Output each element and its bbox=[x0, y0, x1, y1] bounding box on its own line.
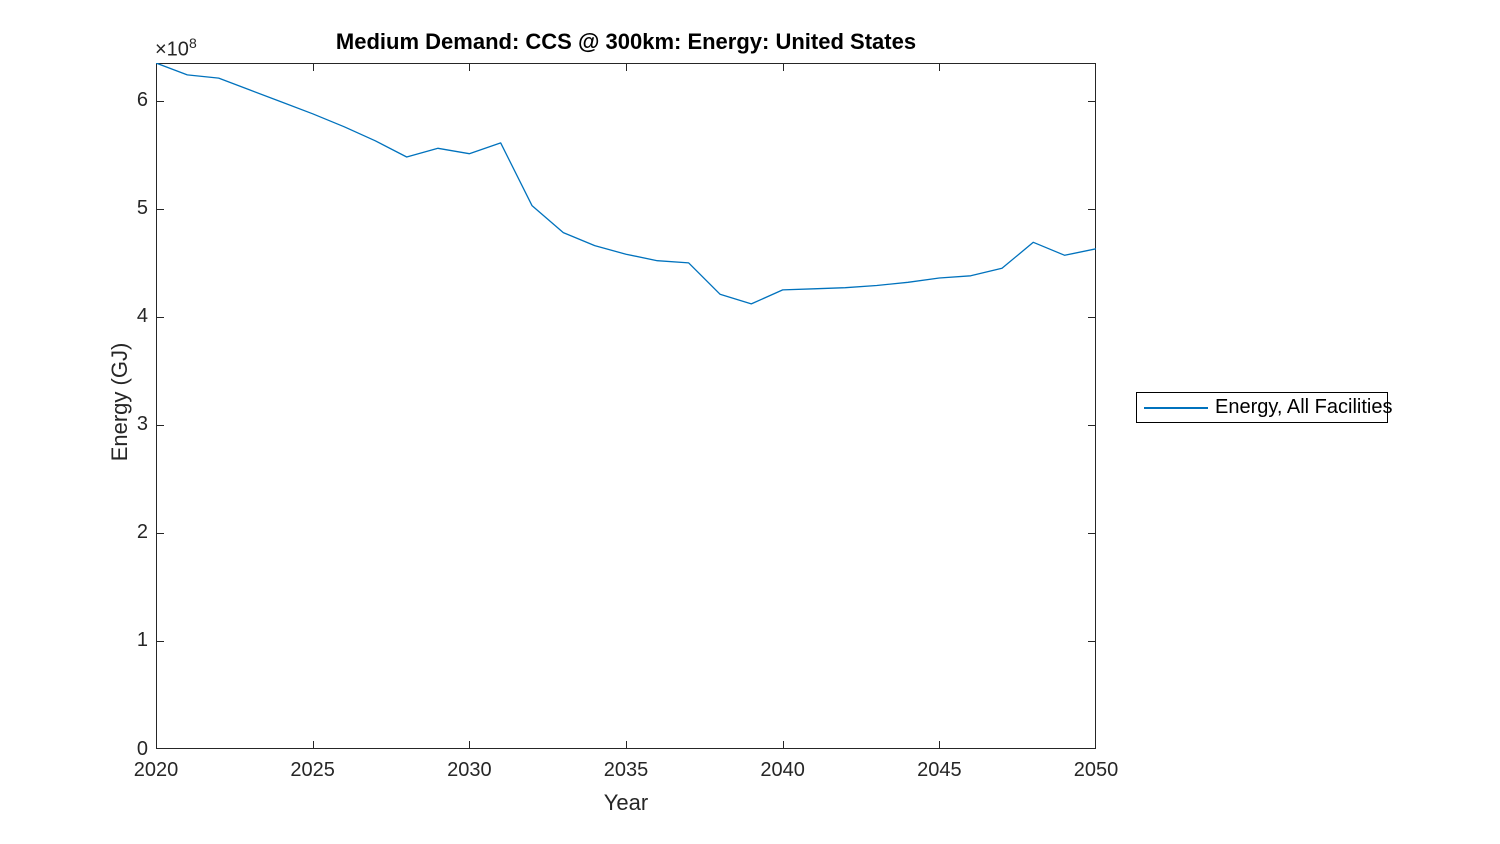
y-tick-label: 4 bbox=[136, 305, 148, 328]
axes-box bbox=[156, 63, 1096, 749]
y-axis-multiplier-exponent: 8 bbox=[188, 35, 197, 51]
data-line-energy-all-facilities bbox=[156, 63, 1096, 305]
y-tick-label: 5 bbox=[136, 197, 148, 220]
x-tick-label: 2030 bbox=[447, 759, 492, 781]
x-axis-label: Year bbox=[603, 790, 649, 815]
chart-title: Medium Demand: CCS @ 300km: Energy: Unit… bbox=[335, 29, 917, 54]
x-tick-label: 2050 bbox=[1073, 759, 1119, 781]
y-tick-label: 0 bbox=[136, 737, 148, 760]
legend: Energy, All Facilities bbox=[1136, 392, 1392, 423]
x-tick-label: 2025 bbox=[290, 759, 335, 781]
y-axis-label: Energy (GJ) bbox=[107, 342, 132, 462]
plot-area bbox=[156, 63, 1096, 749]
y-axis-multiplier: ×108 bbox=[155, 35, 197, 62]
y-axis-multiplier-base: ×10 bbox=[155, 38, 189, 61]
y-tick-label: 6 bbox=[136, 89, 148, 112]
x-tick-label: 2035 bbox=[603, 759, 649, 781]
legend-line-sample bbox=[1144, 406, 1208, 409]
y-tick-label: 1 bbox=[136, 629, 148, 652]
legend-entry-label: Energy, All Facilities bbox=[1215, 396, 1393, 418]
x-tick-label: 2040 bbox=[760, 759, 805, 781]
x-tick-label: 2045 bbox=[917, 759, 962, 781]
x-tick-label: 2020 bbox=[133, 759, 179, 781]
y-tick-label: 2 bbox=[136, 521, 148, 544]
y-tick-label: 3 bbox=[136, 413, 148, 436]
